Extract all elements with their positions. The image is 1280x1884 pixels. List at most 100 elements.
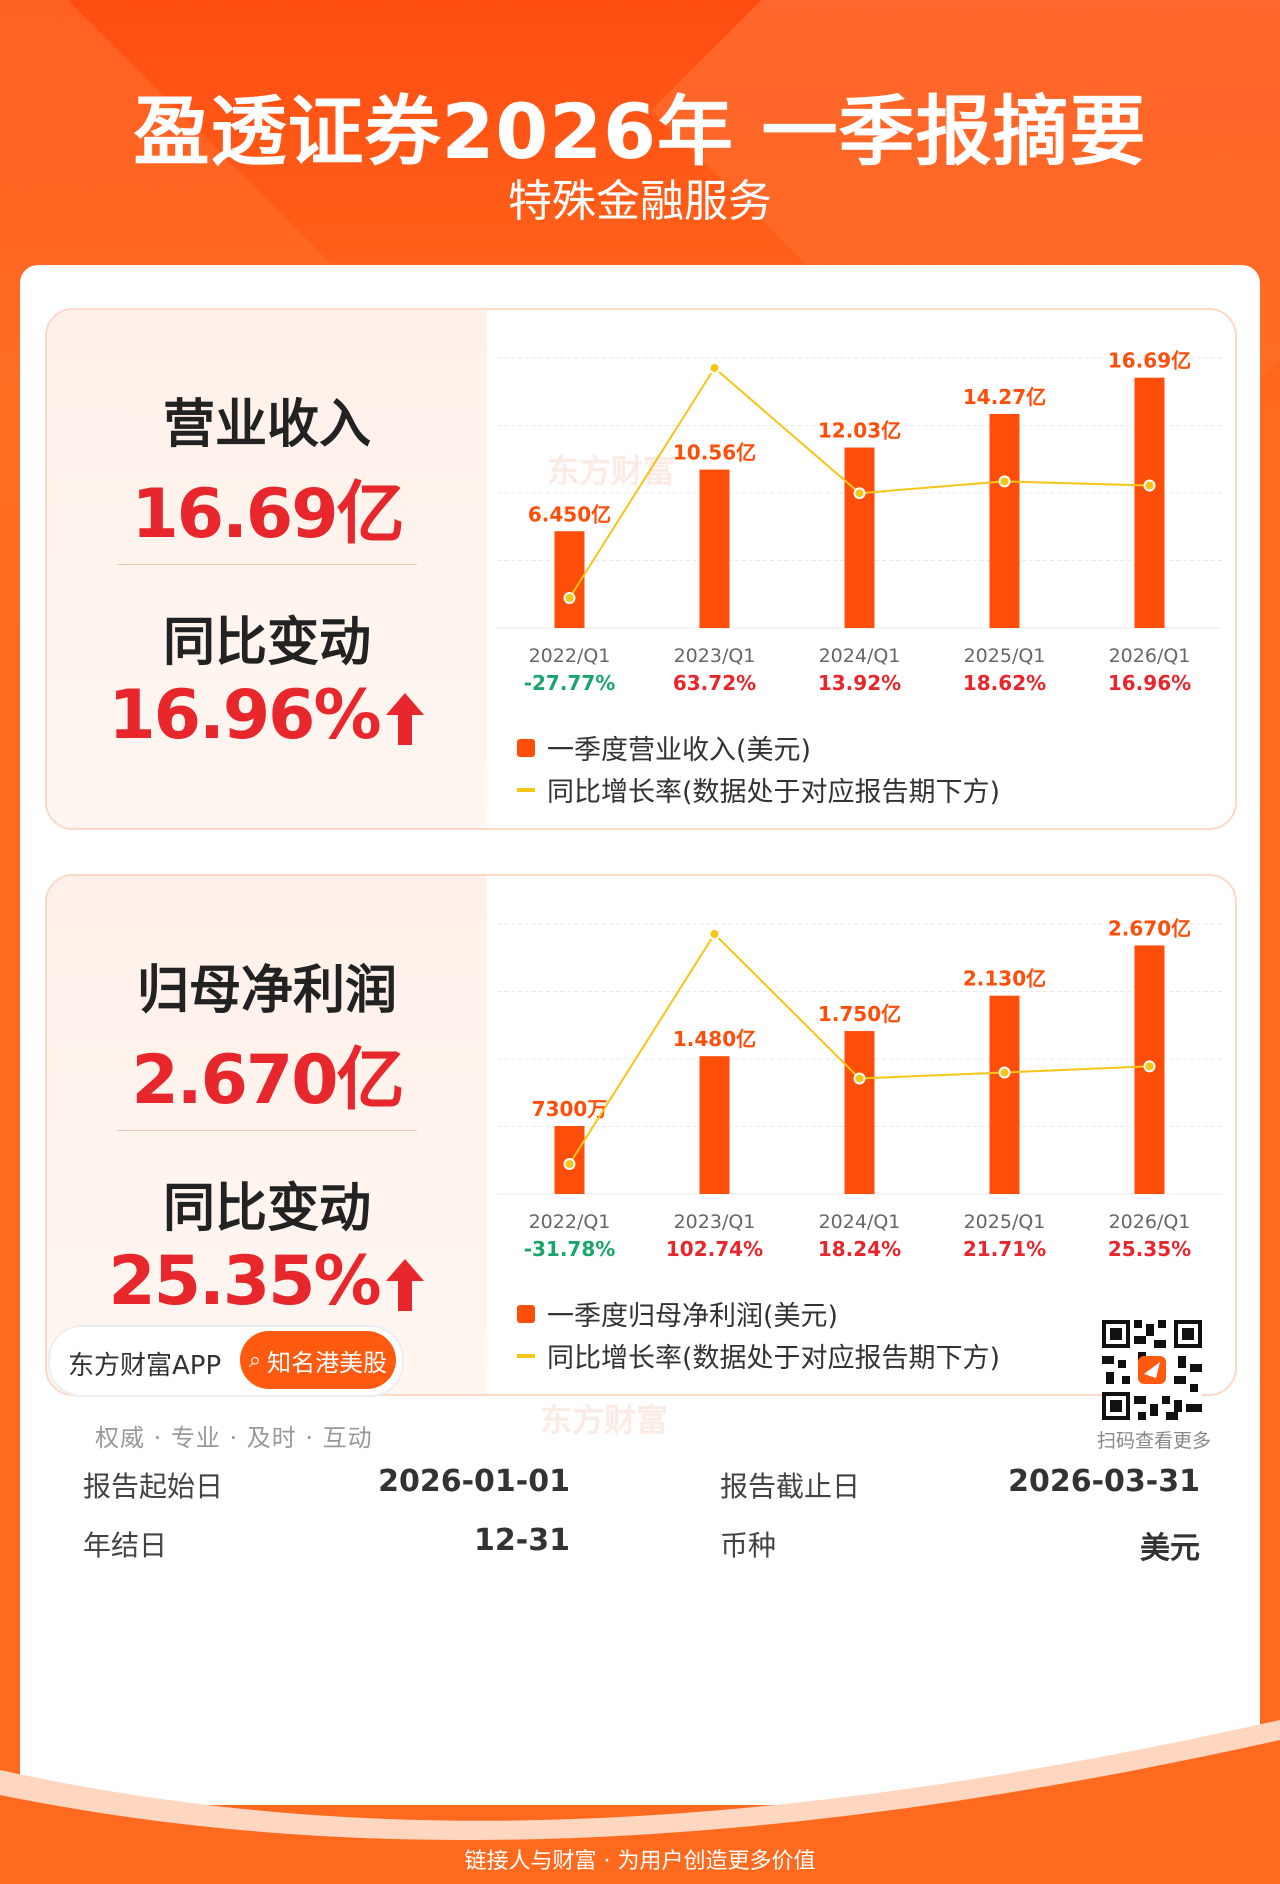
- year-end-label: 年结日: [83, 1529, 168, 1562]
- growth-rate-label: 21.71%: [963, 1237, 1046, 1261]
- revenue-chart: 6.450亿 2022/Q1 -27.77% 10.56亿 2023/Q1 63.72% 1…: [497, 349, 1222, 695]
- legend-line-swatch: [517, 787, 535, 792]
- growth-point: [1143, 1060, 1156, 1073]
- bar-value-label: 2.670亿: [1108, 916, 1191, 940]
- net-profit-panel: 归母净利润 2.670亿 同比变动 25.35% 7300万 2022/Q1 -31…: [45, 874, 1237, 1396]
- net-profit-value: 2.670亿: [131, 1041, 404, 1120]
- bar-value-label: 14.27亿: [963, 385, 1046, 409]
- legend-bar-entry: 一季度营业收入(美元): [517, 728, 811, 767]
- legend-bar-label: 一季度归母净利润(美元): [547, 1301, 839, 1332]
- growth-rate-label: 13.92%: [818, 671, 901, 695]
- app-name: 东方财富APP: [68, 1351, 222, 1381]
- qr-caption: 扫码查看更多: [1096, 1430, 1211, 1452]
- watermark-logo: 东方财富: [547, 452, 676, 490]
- bar: [989, 995, 1020, 1194]
- qr-code-icon[interactable]: [1102, 1320, 1202, 1420]
- arrow-up-icon: [385, 1259, 424, 1312]
- growth-point: [708, 362, 721, 374]
- app-promo-pill: 东方财富APP ⌕ 知名港美股: [48, 1325, 404, 1397]
- summary-divider: [117, 1130, 417, 1131]
- bar-value-label: 10.56亿: [673, 441, 756, 465]
- x-tick-label: 2026/Q1: [1109, 645, 1191, 667]
- growth-point: [998, 475, 1011, 488]
- net-profit-summary: 归母净利润 2.670亿 同比变动 25.35%: [47, 876, 487, 1394]
- legend-line-entry: 同比增长率(数据处于对应报告期下方): [517, 1336, 1000, 1375]
- bar-value-label: 2.130亿: [963, 967, 1046, 991]
- net-profit-label: 归母净利润: [136, 961, 397, 1021]
- x-tick-label: 2024/Q1: [819, 645, 901, 667]
- bar: [554, 531, 585, 628]
- legend-bar-label: 一季度营业收入(美元): [547, 735, 812, 766]
- bar-value-label: 6.450亿: [528, 502, 611, 526]
- growth-rate-label: 18.24%: [818, 1237, 901, 1261]
- legend-bar-entry: 一季度归母净利润(美元): [517, 1294, 838, 1333]
- legend-line-swatch: [517, 1353, 535, 1358]
- revenue-label: 营业收入: [162, 395, 371, 455]
- currency-value: 美元: [1140, 1531, 1200, 1566]
- bar: [989, 413, 1020, 628]
- bar: [844, 1031, 875, 1194]
- currency-label: 币种: [720, 1529, 777, 1562]
- footer-wave: [0, 1720, 1280, 1884]
- growth-rate-label: 18.62%: [963, 671, 1046, 695]
- bar: [1134, 377, 1165, 628]
- net-profit-change-value: 25.35%: [108, 1242, 381, 1321]
- bar: [844, 447, 875, 628]
- growth-rate-label: -31.78%: [524, 1237, 616, 1261]
- x-tick-label: 2022/Q1: [529, 1211, 611, 1233]
- x-tick-label: 2023/Q1: [674, 645, 756, 667]
- watermark-logo: 东方财富: [540, 1401, 669, 1439]
- growth-rate-label: 63.72%: [673, 671, 756, 695]
- bar-value-label: 7300万: [532, 1097, 608, 1121]
- x-tick-label: 2026/Q1: [1109, 1211, 1191, 1233]
- growth-rate-label: 16.96%: [1108, 671, 1191, 695]
- net-profit-change: 25.35%: [47, 1242, 487, 1321]
- growth-point: [1143, 479, 1156, 492]
- net-profit-chart: 7300万 2022/Q1 -31.78% 1.480亿 2023/Q1 102.74% 1…: [497, 916, 1222, 1261]
- growth-point: [853, 1072, 866, 1085]
- growth-point: [708, 928, 721, 940]
- revenue-change-value: 16.96%: [108, 676, 381, 755]
- legend-bar-swatch: [517, 738, 535, 757]
- bar-value-label: 1.750亿: [818, 1002, 901, 1026]
- content-card: 营业收入 16.69亿 同比变动 16.96% 东方财富 6.450亿 2022/…: [20, 265, 1260, 1805]
- revenue-value: 16.69亿: [131, 475, 404, 554]
- hk-us-stock-button[interactable]: ⌕ 知名港美股: [240, 1331, 396, 1389]
- report-start-value: 2026-01-01: [378, 1464, 570, 1499]
- growth-point: [998, 1066, 1011, 1079]
- growth-point: [563, 1158, 576, 1170]
- page-subtitle: 特殊金融服务: [508, 176, 772, 227]
- net-profit-change-label: 同比变动: [162, 1179, 371, 1239]
- bar-value-label: 1.480亿: [673, 1027, 756, 1051]
- x-tick-label: 2025/Q1: [964, 645, 1046, 667]
- x-tick-label: 2024/Q1: [819, 1211, 901, 1233]
- revenue-change-label: 同比变动: [162, 613, 371, 673]
- revenue-change: 16.96%: [47, 676, 487, 755]
- search-icon: ⌕: [248, 1347, 262, 1373]
- revenue-panel: 营业收入 16.69亿 同比变动 16.96% 东方财富 6.450亿 2022/…: [45, 308, 1237, 830]
- arrow-up-icon: [385, 693, 424, 746]
- x-tick-label: 2022/Q1: [529, 645, 611, 667]
- bar: [699, 1056, 730, 1194]
- legend-line-label: 同比增长率(数据处于对应报告期下方): [547, 1343, 1001, 1374]
- growth-rate-label: 102.74%: [666, 1237, 763, 1261]
- bar-value-label: 12.03亿: [818, 419, 901, 443]
- revenue-summary: 营业收入 16.69亿 同比变动 16.96%: [47, 310, 487, 828]
- slogan: 权威 · 专业 · 及时 · 互动: [95, 1424, 373, 1452]
- bar: [699, 469, 730, 628]
- report-start-label: 报告起始日: [83, 1470, 224, 1503]
- legend-line-entry: 同比增长率(数据处于对应报告期下方): [517, 770, 1000, 809]
- hk-us-stock-label: 知名港美股: [267, 1348, 388, 1377]
- report-end-value: 2026-03-31: [1008, 1464, 1200, 1499]
- growth-point: [563, 592, 576, 604]
- growth-rate-label: -27.77%: [524, 671, 616, 695]
- summary-divider: [117, 564, 417, 565]
- x-tick-label: 2025/Q1: [964, 1211, 1046, 1233]
- x-tick-label: 2023/Q1: [674, 1211, 756, 1233]
- year-end-value: 12-31: [474, 1523, 570, 1558]
- legend-line-label: 同比增长率(数据处于对应报告期下方): [547, 777, 1001, 808]
- legend-bar-swatch: [517, 1304, 535, 1323]
- report-end-label: 报告截止日: [720, 1470, 861, 1503]
- bar-value-label: 16.69亿: [1108, 349, 1191, 373]
- growth-point: [853, 487, 866, 500]
